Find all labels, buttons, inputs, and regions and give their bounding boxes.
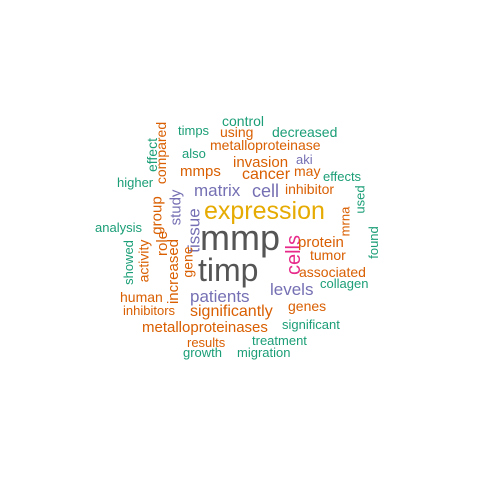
word-inhibitors: inhibitors [123, 303, 176, 318]
word-higher: higher [117, 175, 154, 190]
word-matrix: matrix [194, 181, 241, 200]
word-mmp: mmp [200, 217, 280, 258]
word-growth: growth [183, 345, 223, 360]
word-tumor: tumor [310, 247, 346, 263]
word-metalloproteinases: metalloproteinases [142, 319, 268, 336]
word-using: using [220, 124, 254, 140]
word-also: also [182, 146, 206, 161]
word-results: results [187, 335, 226, 350]
word-inhibitor: inhibitor [285, 181, 335, 197]
word-invasion: invasion [233, 154, 289, 171]
word-cell: cell [252, 181, 280, 201]
word-compared: compared [153, 121, 170, 185]
word-may: may [294, 163, 321, 179]
word-metalloproteinase: metalloproteinase [210, 137, 321, 153]
word-control: control [222, 113, 265, 129]
word-significant: significant [282, 317, 340, 332]
word-significantly: significantly [190, 303, 273, 320]
word-cancer: cancer [242, 166, 291, 183]
word-genes: genes [288, 298, 327, 314]
word-timp: timp [198, 252, 259, 288]
word-used: used [352, 185, 368, 214]
word-aki: aki [296, 152, 313, 167]
word-mrna: mrna [337, 206, 353, 237]
word-human: human [120, 289, 163, 305]
word-gene: gene [179, 246, 196, 278]
word-levels: levels [270, 280, 314, 299]
word-increased: increased [165, 238, 183, 305]
word-decreased: decreased [272, 124, 338, 140]
word-migration: migration [237, 345, 291, 360]
word-associated: associated [299, 264, 366, 280]
word-protein: protein [298, 234, 344, 251]
word-activity: activity [135, 239, 152, 283]
word-showed: showed [120, 240, 136, 285]
word-study: study [167, 189, 185, 226]
word-effects: effects [323, 169, 362, 184]
word-analysis: analysis [95, 220, 142, 235]
word-timps: timps [178, 123, 210, 138]
word-patients: patients [190, 287, 250, 306]
word-collagen: collagen [320, 276, 369, 291]
word-expression: expression [204, 197, 325, 225]
word-group: group [148, 196, 166, 235]
word-mmps: mmps [180, 163, 221, 180]
word-treatment: treatment [252, 333, 307, 348]
word-found: found [365, 226, 381, 259]
